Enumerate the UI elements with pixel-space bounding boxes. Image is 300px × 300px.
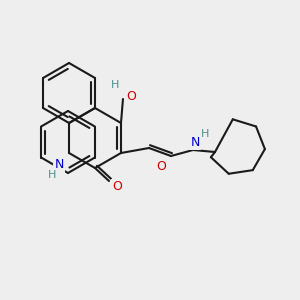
Text: O: O xyxy=(126,89,136,103)
Text: N: N xyxy=(54,158,64,172)
Text: O: O xyxy=(112,181,122,194)
Text: H: H xyxy=(201,129,209,139)
Text: O: O xyxy=(156,160,166,172)
Text: H: H xyxy=(48,170,56,180)
Text: N: N xyxy=(190,136,200,148)
Text: H: H xyxy=(111,80,119,90)
